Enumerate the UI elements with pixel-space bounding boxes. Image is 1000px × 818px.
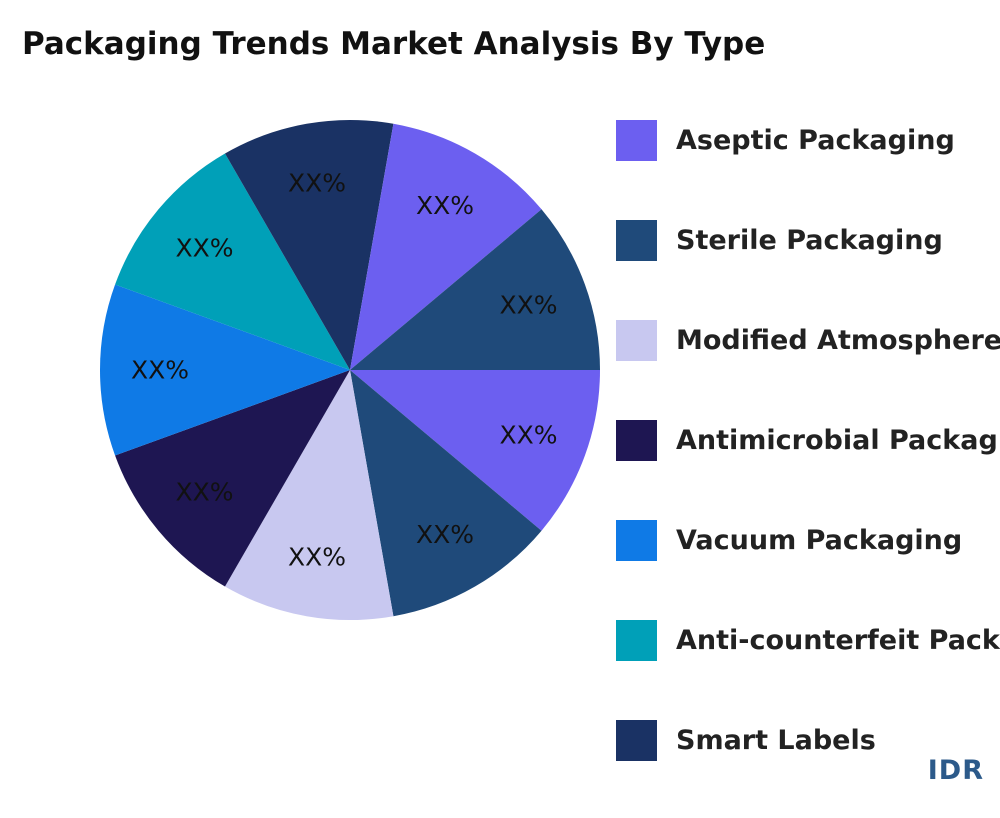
legend-swatch (616, 420, 657, 461)
legend-swatch (616, 220, 657, 261)
legend-swatch (616, 520, 657, 561)
legend-item: Antimicrobial Packaging (616, 418, 1000, 518)
slice-data-label: XX% (288, 543, 346, 572)
legend-label: Anti-counterfeit Packaging (676, 625, 1000, 656)
slice-data-label: XX% (416, 191, 474, 220)
legend-label: Vacuum Packaging (676, 525, 963, 556)
pie-slice (115, 370, 350, 587)
legend-swatch (616, 320, 657, 361)
legend-item: Anti-counterfeit Packaging (616, 618, 1000, 718)
slice-data-label: XX% (500, 291, 558, 320)
brand-logo: IDR (927, 755, 984, 786)
slice-data-label: XX% (131, 356, 189, 385)
legend-swatch (616, 720, 657, 761)
legend-item: Aseptic Packaging (616, 118, 1000, 218)
slice-data-label: XX% (500, 420, 558, 449)
legend-label: Smart Labels (676, 725, 876, 756)
pie-slice (99, 284, 350, 456)
pie-chart: XX% XX% XX% XX% XX% XX% XX% XX% XX% (99, 120, 600, 621)
legend-label: Aseptic Packaging (676, 125, 955, 156)
pie-slice (350, 370, 542, 617)
pie-slice (350, 209, 600, 370)
chart-legend: Aseptic Packaging Sterile Packaging Modifi… (616, 118, 1000, 818)
legend-swatch (616, 120, 657, 161)
slice-data-label: XX% (288, 168, 346, 197)
legend-swatch (616, 620, 657, 661)
legend-item: Sterile Packaging (616, 218, 1000, 318)
pie-slice (350, 123, 542, 370)
legend-label: Modified Atmosphere Packaging (676, 325, 1000, 356)
legend-item: Smart Labels (616, 718, 1000, 818)
pie-slice (350, 370, 600, 531)
slice-data-label: XX% (175, 478, 233, 507)
legend-item: Vacuum Packaging (616, 518, 1000, 618)
pie-slice (225, 120, 394, 371)
chart-title: Packaging Trends Market Analysis By Type (22, 26, 766, 62)
slice-data-label: XX% (175, 233, 233, 262)
legend-label: Antimicrobial Packaging (676, 425, 1000, 456)
slice-data-label: XX% (416, 520, 474, 549)
legend-label: Sterile Packaging (676, 225, 943, 256)
legend-item: Modified Atmosphere Packaging (616, 318, 1000, 418)
pie-slice (115, 153, 350, 370)
pie-slice (225, 370, 394, 621)
